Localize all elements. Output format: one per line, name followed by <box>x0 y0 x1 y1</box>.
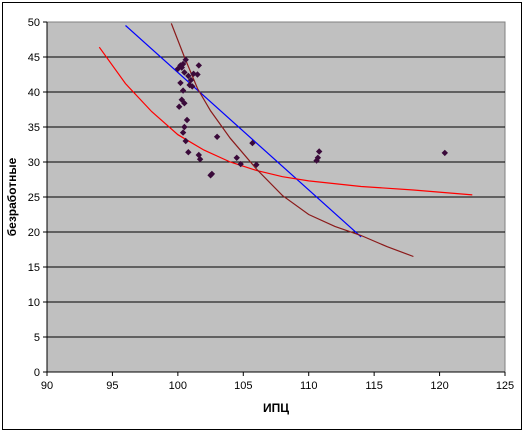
data-point <box>314 154 322 161</box>
data-point <box>177 79 184 87</box>
y-tick-label: 5 <box>34 332 40 344</box>
data-point <box>207 172 214 179</box>
data-point <box>249 139 256 147</box>
data-point <box>182 56 189 63</box>
data-point <box>179 87 187 94</box>
y-tick-label: 0 <box>34 367 40 379</box>
x-tick-label: 125 <box>496 380 514 392</box>
data-point <box>181 123 188 131</box>
x-tick-label: 100 <box>169 380 187 392</box>
data-point <box>183 116 191 124</box>
x-tick-label: 120 <box>430 380 448 392</box>
data-point <box>182 137 189 145</box>
trend-line <box>170 23 414 258</box>
x-tick-label: 90 <box>41 380 53 392</box>
y-tick-label: 30 <box>28 157 40 169</box>
data-point <box>178 64 185 71</box>
y-tick-label: 45 <box>28 52 40 64</box>
data-point <box>179 60 187 68</box>
data-point <box>175 103 183 110</box>
x-axis-ticks: 90 95 100 105 110 115 120 125 <box>41 372 514 392</box>
data-point <box>190 70 197 77</box>
data-point <box>213 133 221 140</box>
gridlines <box>47 56 505 338</box>
y-tick-label: 25 <box>28 192 40 204</box>
y-tick-label: 40 <box>28 87 40 99</box>
x-axis-title: ИПЦ <box>263 401 289 415</box>
x-tick-label: 95 <box>106 380 118 392</box>
data-point <box>196 156 204 163</box>
data-point <box>195 151 202 159</box>
trend-lines <box>98 23 473 258</box>
data-point <box>185 149 192 156</box>
x-tick-label: 105 <box>234 380 252 392</box>
data-point <box>194 71 201 78</box>
data-point <box>181 100 188 107</box>
data-point <box>179 129 187 136</box>
data-point <box>315 148 323 155</box>
y-tick-label: 50 <box>28 17 40 29</box>
data-point <box>174 65 182 73</box>
data-point <box>253 161 260 168</box>
y-axis-title: безработные <box>5 157 19 236</box>
trend-line <box>98 46 473 196</box>
y-tick-label: 10 <box>28 297 40 309</box>
data-point <box>178 96 185 103</box>
data-point <box>185 72 192 80</box>
data-point <box>195 62 202 69</box>
y-tick-label: 15 <box>28 262 40 274</box>
data-points <box>174 56 449 179</box>
trend-line <box>125 25 362 238</box>
data-point <box>189 83 196 90</box>
x-tick-label: 115 <box>365 380 383 392</box>
y-tick-label: 20 <box>28 227 40 239</box>
data-point <box>237 160 244 168</box>
y-axis-ticks: 0 5 10 15 20 25 30 35 40 45 50 <box>28 17 47 379</box>
data-point <box>187 76 195 84</box>
y-tick-label: 35 <box>28 122 40 134</box>
data-point <box>181 69 188 76</box>
x-tick-label: 110 <box>300 380 318 392</box>
data-point <box>441 149 449 157</box>
data-point <box>233 154 240 161</box>
